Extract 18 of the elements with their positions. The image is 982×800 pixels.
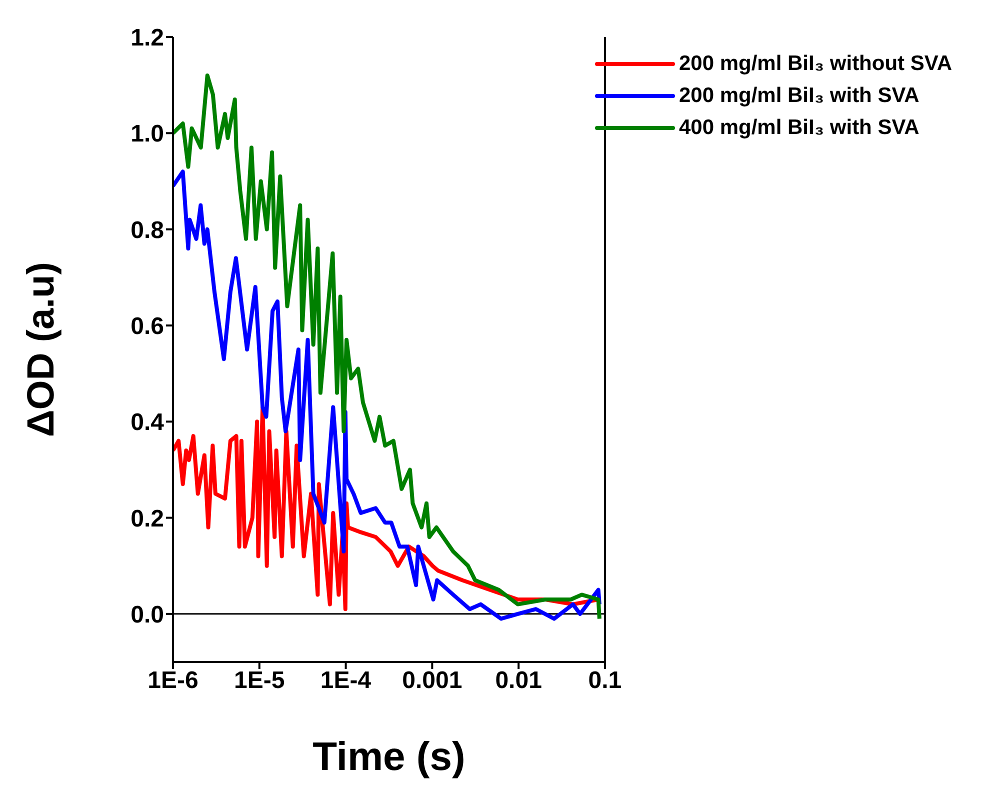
y-tick-label: 0.8 <box>130 216 164 244</box>
x-tick-label: 0.001 <box>402 667 462 694</box>
legend-label: 400 mg/ml BiI₃ with SVA <box>678 115 920 141</box>
x-tick-label: 1E-5 <box>234 667 285 694</box>
legend-label: 200 mg/ml BiI₃ without SVA <box>678 51 952 77</box>
x-tick-label: 1E-4 <box>320 667 372 694</box>
y-tick-label: 0.6 <box>130 312 164 340</box>
legend-label: 200 mg/ml BiI₃ with SVA <box>678 83 920 109</box>
x-tick-label: 0.1 <box>588 667 622 694</box>
x-tick-label: 1E-6 <box>148 667 198 694</box>
y-tick-label: 0.0 <box>130 601 164 628</box>
y-tick-label: 1.0 <box>130 120 164 148</box>
y-tick-label: 0.4 <box>130 409 165 436</box>
x-tick-label: 0.01 <box>495 667 542 694</box>
y-tick-label: 1.2 <box>130 24 164 52</box>
x-axis-title: Time (s) <box>312 735 466 779</box>
y-axis-title: ΔOD (a.u) <box>20 262 62 438</box>
y-tick-label: 0.2 <box>130 505 164 532</box>
